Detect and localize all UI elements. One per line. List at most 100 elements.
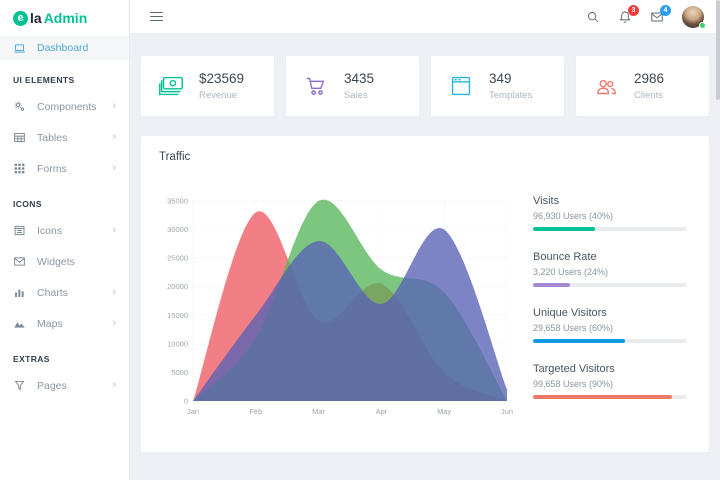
svg-text:Jan: Jan [187, 407, 199, 416]
metric-detail: 3,220 Users (24%) [533, 267, 609, 277]
progress-bar [533, 227, 687, 231]
stat-value: 349 [489, 71, 512, 86]
stat-value: 2986 [634, 71, 665, 86]
svg-text:Jun: Jun [501, 407, 513, 416]
svg-text:Apr: Apr [376, 407, 388, 416]
sidebar-section-extras: EXTRAS [13, 354, 50, 364]
mountains-icon [14, 322, 25, 328]
svg-text:May: May [437, 407, 451, 416]
sidebar-item-forms[interactable]: Forms › [0, 153, 129, 184]
page-scrollbar[interactable] [716, 0, 720, 100]
sidebar-section-ui-elements: UI ELEMENTS [13, 75, 75, 85]
svg-text:Feb: Feb [249, 407, 262, 416]
sidebar-item-widgets[interactable]: Widgets [0, 246, 129, 277]
grid-icon [14, 163, 25, 174]
sidebar-item-label: Forms [37, 162, 67, 175]
chevron-right-icon: › [112, 317, 116, 329]
stat-value: 3435 [344, 71, 375, 86]
svg-text:5000: 5000 [171, 368, 188, 377]
metric-visits: Visits 96,930 Users (40%) [533, 195, 687, 231]
stat-card-sales[interactable]: 3435 Sales [285, 55, 420, 117]
sidebar-item-charts[interactable]: Charts › [0, 277, 129, 308]
svg-text:20000: 20000 [167, 282, 188, 291]
stat-card-clients[interactable]: 2986 Clients [575, 55, 710, 117]
browser-icon [451, 76, 471, 96]
svg-text:15000: 15000 [167, 311, 188, 320]
money-icon [159, 76, 183, 96]
metric-label: Bounce Rate [533, 251, 597, 263]
menu-toggle-icon[interactable] [150, 11, 163, 22]
bar-chart-icon [15, 289, 24, 297]
metric-unique-visitors: Unique Visitors 29,658 Users (60%) [533, 307, 687, 343]
stat-label: Templates [489, 90, 533, 101]
panel-title: Traffic [159, 151, 191, 163]
metric-detail: 29,658 Users (60%) [533, 323, 614, 333]
table-icon [14, 132, 25, 143]
sidebar-item-label: Charts [37, 286, 68, 299]
search-icon [587, 11, 599, 22]
notification-badge: 3 [628, 4, 639, 16]
metric-targeted-visitors: Targeted Visitors 99,658 Users (90%) [533, 363, 687, 399]
funnel-icon [14, 380, 25, 391]
envelope-icon [14, 257, 25, 266]
cogs-icon [14, 101, 25, 111]
sidebar-item-maps[interactable]: Maps › [0, 308, 129, 339]
messages-button[interactable]: 4 [650, 4, 671, 24]
brand-name-dark: la [30, 10, 42, 26]
sidebar-item-label: Components [37, 100, 97, 113]
user-avatar[interactable] [682, 5, 706, 29]
sidebar-item-label: Icons [37, 224, 63, 237]
progress-bar [533, 283, 687, 287]
sidebar-item-label: Pages [37, 379, 67, 392]
envelope-icon [651, 12, 663, 21]
stat-card-templates[interactable]: 349 Templates [430, 55, 565, 117]
sidebar: e la Admin Dashboard UI ELEMENTS Component… [0, 0, 130, 480]
stat-label: Clients [634, 90, 664, 101]
chevron-right-icon: › [112, 162, 116, 174]
traffic-panel: Traffic 0 5000 10000 15000 20000 25000 30000 35… [140, 135, 710, 453]
traffic-chart-area: 0 5000 10000 15000 20000 25000 30000 35000 Jan Fe… [159, 167, 521, 427]
svg-text:25000: 25000 [167, 254, 188, 263]
chevron-right-icon: › [112, 131, 116, 143]
stat-value: $23569 [199, 71, 245, 86]
topbar: 3 4 [130, 0, 720, 33]
laptop-icon [14, 43, 25, 53]
metric-detail: 96,930 Users (40%) [533, 211, 614, 221]
progress-bar [533, 339, 687, 343]
search-button[interactable] [586, 10, 600, 24]
main-content: $23569 Revenue 3435 Sales 349 Templates … [130, 33, 720, 480]
sidebar-item-dashboard[interactable]: Dashboard [0, 36, 129, 60]
users-icon [597, 79, 616, 95]
chevron-right-icon: › [112, 100, 116, 112]
metric-bounce-rate: Bounce Rate 3,220 Users (24%) [533, 251, 687, 287]
svg-text:0: 0 [184, 397, 188, 406]
message-badge: 4 [660, 4, 671, 16]
sidebar-item-components[interactable]: Components › [0, 91, 129, 122]
svg-text:Mar: Mar [312, 407, 325, 416]
sidebar-item-label: Maps [37, 317, 63, 330]
chevron-right-icon: › [112, 286, 116, 298]
svg-text:35000: 35000 [167, 197, 188, 206]
notifications-button[interactable]: 3 [618, 4, 639, 24]
online-status-dot [699, 21, 706, 29]
sidebar-item-label: Widgets [37, 255, 75, 268]
brand-logo-icon: e [13, 10, 28, 26]
chevron-right-icon: › [112, 379, 116, 391]
metric-label: Visits [533, 195, 560, 207]
sidebar-item-tables[interactable]: Tables › [0, 122, 129, 153]
traffic-metrics: Visits 96,930 Users (40%) Bounce Rate 3,… [521, 167, 691, 427]
metric-label: Unique Visitors [533, 307, 607, 319]
sidebar-item-label: Tables [37, 131, 68, 144]
svg-text:30000: 30000 [167, 225, 188, 234]
svg-text:10000: 10000 [167, 339, 188, 348]
stat-card-revenue[interactable]: $23569 Revenue [140, 55, 275, 117]
metric-label: Targeted Visitors [533, 363, 615, 375]
traffic-area-chart: 0 5000 10000 15000 20000 25000 30000 35000 Jan Fe… [167, 197, 513, 417]
progress-bar [533, 395, 687, 399]
brand-logo[interactable]: e la Admin [0, 0, 129, 36]
metric-detail: 99,658 Users (90%) [533, 379, 614, 389]
sidebar-item-icons[interactable]: Icons › [0, 215, 129, 246]
sidebar-item-pages[interactable]: Pages › [0, 370, 129, 401]
sidebar-section-icons: ICONS [13, 199, 42, 209]
chevron-right-icon: › [112, 224, 116, 236]
